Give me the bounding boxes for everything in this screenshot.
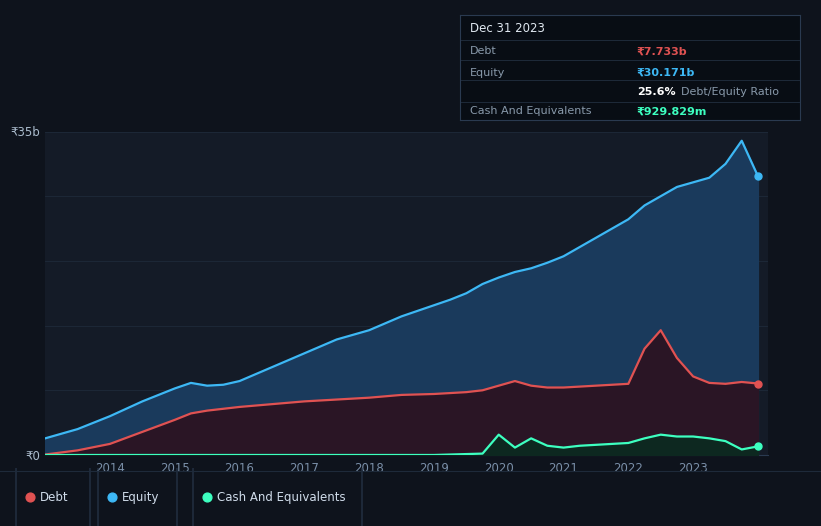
Text: ₹30.171b: ₹30.171b — [637, 67, 695, 77]
Point — [751, 442, 764, 451]
Point — [751, 379, 764, 388]
Text: Debt/Equity Ratio: Debt/Equity Ratio — [681, 87, 779, 97]
Text: Equity: Equity — [470, 67, 506, 77]
Text: Equity: Equity — [122, 491, 159, 503]
Text: ₹929.829m: ₹929.829m — [637, 106, 707, 116]
Text: Debt: Debt — [470, 46, 497, 56]
Text: Cash And Equivalents: Cash And Equivalents — [217, 491, 346, 503]
Point — [24, 493, 37, 501]
Point — [200, 493, 213, 501]
Text: Cash And Equivalents: Cash And Equivalents — [470, 106, 592, 116]
Point — [105, 493, 118, 501]
Text: 25.6%: 25.6% — [637, 87, 676, 97]
Text: Dec 31 2023: Dec 31 2023 — [470, 22, 545, 35]
Point — [751, 172, 764, 180]
Text: Debt: Debt — [40, 491, 69, 503]
Text: ₹7.733b: ₹7.733b — [637, 46, 687, 56]
